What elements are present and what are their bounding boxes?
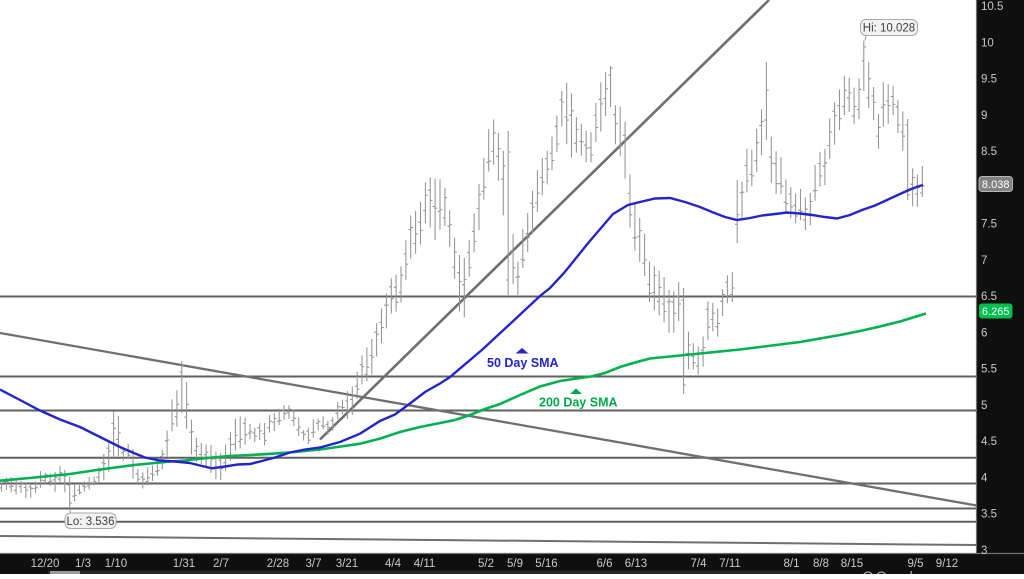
svg-text:7: 7 xyxy=(981,255,987,267)
svg-text:1/31: 1/31 xyxy=(173,558,195,570)
svg-text:6.5: 6.5 xyxy=(981,291,997,303)
svg-text:4.5: 4.5 xyxy=(981,436,997,448)
svg-text:9/5: 9/5 xyxy=(908,558,924,570)
svg-text:8/15: 8/15 xyxy=(841,558,863,570)
svg-text:4/4: 4/4 xyxy=(385,558,402,570)
svg-text:7/11: 7/11 xyxy=(719,558,741,570)
svg-text:10: 10 xyxy=(981,37,994,49)
svg-text:10.5: 10.5 xyxy=(981,1,1003,13)
svg-text:3: 3 xyxy=(981,545,987,557)
svg-text:9/12: 9/12 xyxy=(936,558,958,570)
svg-text:4/11: 4/11 xyxy=(414,558,436,570)
svg-text:200 Day SMA: 200 Day SMA xyxy=(539,396,618,410)
svg-text:4: 4 xyxy=(981,472,988,484)
svg-text:8/1: 8/1 xyxy=(784,558,800,570)
svg-text:5/16: 5/16 xyxy=(535,558,557,570)
svg-text:50 Day SMA: 50 Day SMA xyxy=(487,356,559,370)
svg-text:12/20: 12/20 xyxy=(31,558,60,570)
svg-text:3.5: 3.5 xyxy=(981,509,997,521)
svg-text:1/10: 1/10 xyxy=(105,558,127,570)
svg-text:2/28: 2/28 xyxy=(267,558,289,570)
svg-text:Lo: 3.536: Lo: 3.536 xyxy=(67,516,115,528)
svg-text:8/8: 8/8 xyxy=(813,558,829,570)
svg-text:1/3: 1/3 xyxy=(75,558,91,570)
svg-text:2/7: 2/7 xyxy=(213,558,229,570)
svg-text:7/4: 7/4 xyxy=(691,558,708,570)
svg-text:5/9: 5/9 xyxy=(507,558,523,570)
svg-text:6/13: 6/13 xyxy=(625,558,647,570)
svg-text:6: 6 xyxy=(981,327,987,339)
svg-text:Hi: 10.028: Hi: 10.028 xyxy=(863,23,915,35)
svg-text:8.038: 8.038 xyxy=(982,179,1010,191)
svg-text:5/2: 5/2 xyxy=(478,558,494,570)
svg-text:7.5: 7.5 xyxy=(981,219,997,231)
svg-text:3/21: 3/21 xyxy=(336,558,358,570)
svg-text:3/7: 3/7 xyxy=(306,558,322,570)
svg-text:9.5: 9.5 xyxy=(981,74,997,86)
svg-text:5: 5 xyxy=(981,400,987,412)
svg-text:6.265: 6.265 xyxy=(982,306,1010,318)
svg-text:5.5: 5.5 xyxy=(981,364,997,376)
svg-text:6/6: 6/6 xyxy=(597,558,613,570)
svg-text:8.5: 8.5 xyxy=(981,146,997,158)
svg-text:9: 9 xyxy=(981,110,987,122)
